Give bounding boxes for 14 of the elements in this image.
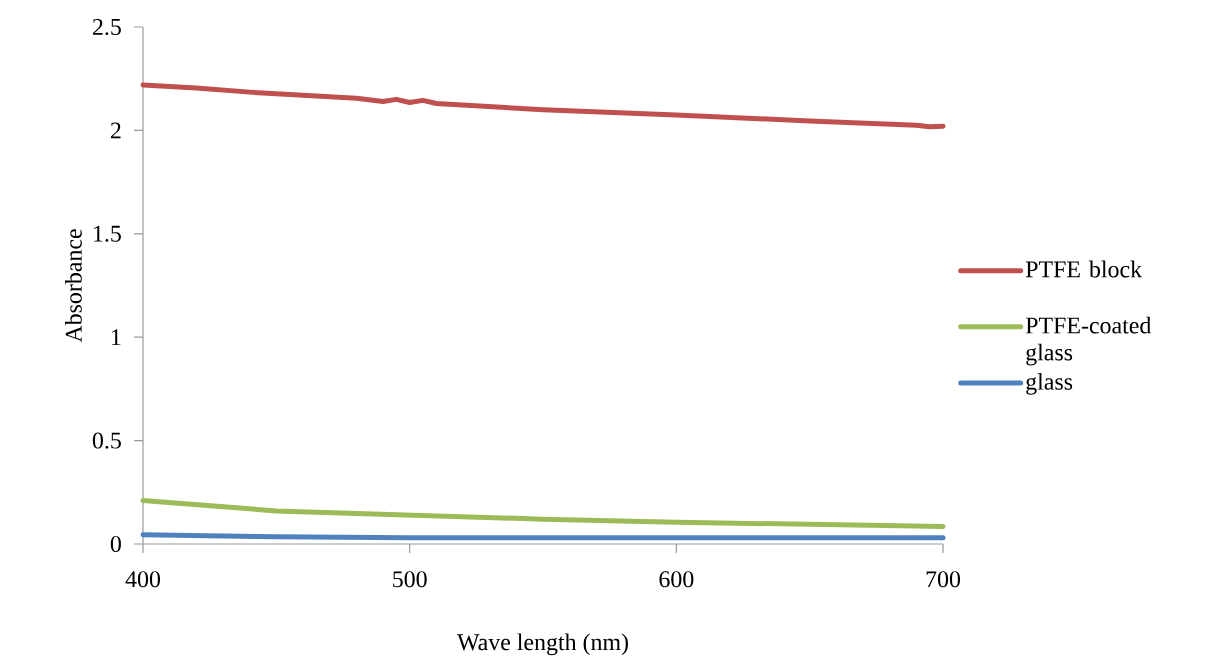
y-tick-label: 2 xyxy=(110,122,121,139)
x-axis-title: Wave length (nm) xyxy=(457,633,628,656)
y-tick-label: 1 xyxy=(111,329,121,346)
y-tick-label: 0 xyxy=(110,535,121,553)
y-tick-label: 1.5 xyxy=(94,225,121,242)
y-tick-label: 0.5 xyxy=(92,432,121,449)
x-tick-label: 400 xyxy=(125,571,161,588)
y-axis-title: Absorbance xyxy=(64,229,82,343)
x-tick-label: 600 xyxy=(659,571,694,588)
legend-label: glass xyxy=(1026,372,1073,395)
x-tick-label: 500 xyxy=(393,571,427,588)
y-tick-label: 2.5 xyxy=(93,18,121,36)
x-tick-label: 700 xyxy=(926,571,961,588)
legend-label: PTFE block xyxy=(1025,260,1143,278)
